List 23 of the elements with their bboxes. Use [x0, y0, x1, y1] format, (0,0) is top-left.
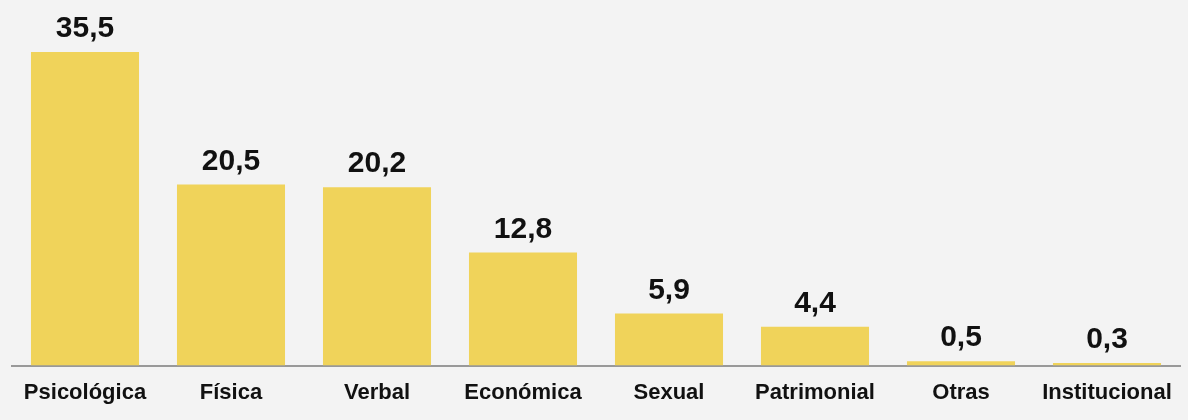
data-label: 12,8 [493, 210, 553, 244]
data-label: 35,5 [55, 10, 115, 44]
x-tick-label: Patrimonial [755, 378, 875, 404]
bar [322, 187, 432, 366]
data-label: 0,5 [940, 319, 982, 353]
data-label: 0,3 [1086, 321, 1128, 355]
bar [760, 326, 870, 366]
x-tick-label: Sexual [633, 378, 705, 404]
x-tick-label: Psicológica [23, 378, 147, 404]
bar [30, 52, 140, 366]
data-label: 5,9 [648, 271, 690, 305]
x-tick-label: Institucional [1042, 378, 1172, 404]
bar [906, 361, 1016, 366]
bar [176, 184, 286, 366]
data-label: 20,5 [201, 142, 261, 176]
x-tick-label: Física [199, 378, 263, 404]
x-tick-label: Verbal [343, 378, 411, 404]
data-label: 20,2 [347, 145, 407, 179]
bar [614, 313, 724, 366]
data-label: 4,4 [794, 285, 837, 318]
x-tick-label: Económica [464, 378, 583, 404]
bar [468, 252, 578, 366]
x-tick-label: Otras [932, 378, 990, 404]
